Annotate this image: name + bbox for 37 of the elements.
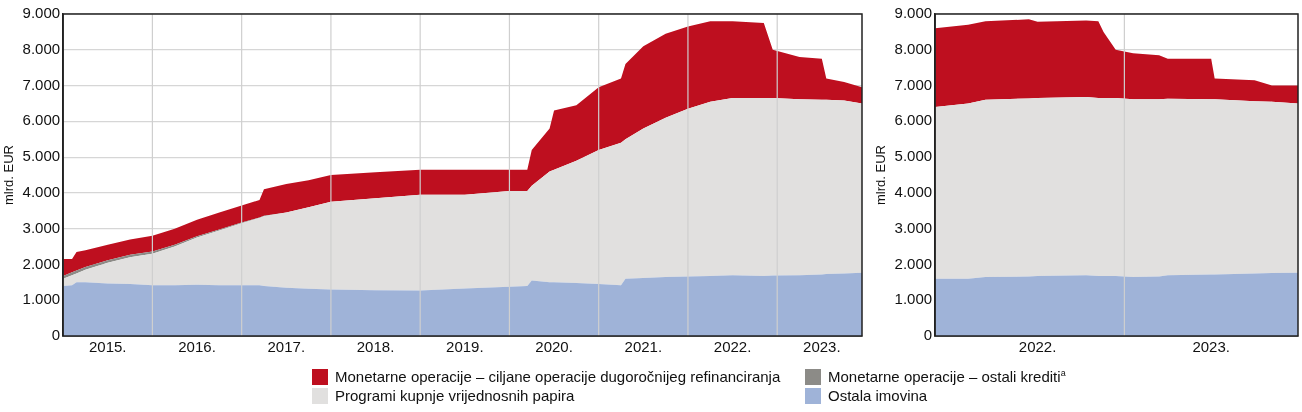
x-tick-label: 2023. — [803, 338, 841, 356]
y-tick-label: 8.000 — [22, 39, 61, 57]
y-tick-label: 9.000 — [22, 4, 61, 22]
y-tick-label: 6.000 — [894, 111, 933, 129]
y-tick-label: 9.000 — [894, 4, 933, 22]
legend-label: Programi kupnje vrijednosnih papira — [335, 387, 575, 404]
x-tick-label: 2018. — [356, 338, 395, 356]
y-tick-label: 0 — [51, 326, 61, 344]
y-tick-label: 4.000 — [22, 183, 61, 201]
x-tick-label: 2017. — [267, 338, 306, 356]
x-tick-label: 2022. — [713, 338, 752, 356]
y-tick-label: 5.000 — [894, 147, 933, 165]
y-tick-label: 4.000 — [894, 183, 933, 201]
x-tick-label: 2022. — [1018, 338, 1057, 356]
y-tick-label: 3.000 — [22, 218, 61, 236]
x-tick-label: 2023. — [1192, 338, 1230, 356]
y-tick-label: 2.000 — [894, 254, 933, 272]
y-tick-label: 7.000 — [22, 75, 61, 93]
x-tick-label: 2021. — [624, 338, 663, 356]
y-axis-title: mlrd. EUR — [873, 145, 889, 205]
x-tick-label: 2019. — [446, 338, 484, 356]
y-tick-label: 1.000 — [22, 290, 61, 308]
y-tick-label: 6.000 — [22, 111, 61, 129]
legend-label: Monetarne operacije – ciljane operacije dugoročnijeg refinanciranja — [335, 368, 781, 385]
x-tick-label: 2016. — [178, 338, 216, 356]
y-tick-label: 2.000 — [22, 254, 61, 272]
y-tick-label: 8.000 — [894, 39, 933, 57]
x-tick-label: 2020. — [535, 338, 573, 356]
y-tick-label: 1.000 — [894, 290, 933, 308]
y-tick-label: 5.000 — [22, 147, 61, 165]
legend-label: Ostala imovina — [828, 387, 928, 404]
y-tick-label: 0 — [923, 326, 933, 344]
y-tick-label: 3.000 — [894, 218, 933, 236]
x-tick-label: 2015. — [88, 338, 127, 356]
y-tick-label: 7.000 — [894, 75, 933, 93]
legend-label: Monetarne operacije – ostali krediti$^{a}$ — [828, 368, 1066, 385]
y-axis-title: mlrd. EUR — [1, 145, 17, 205]
